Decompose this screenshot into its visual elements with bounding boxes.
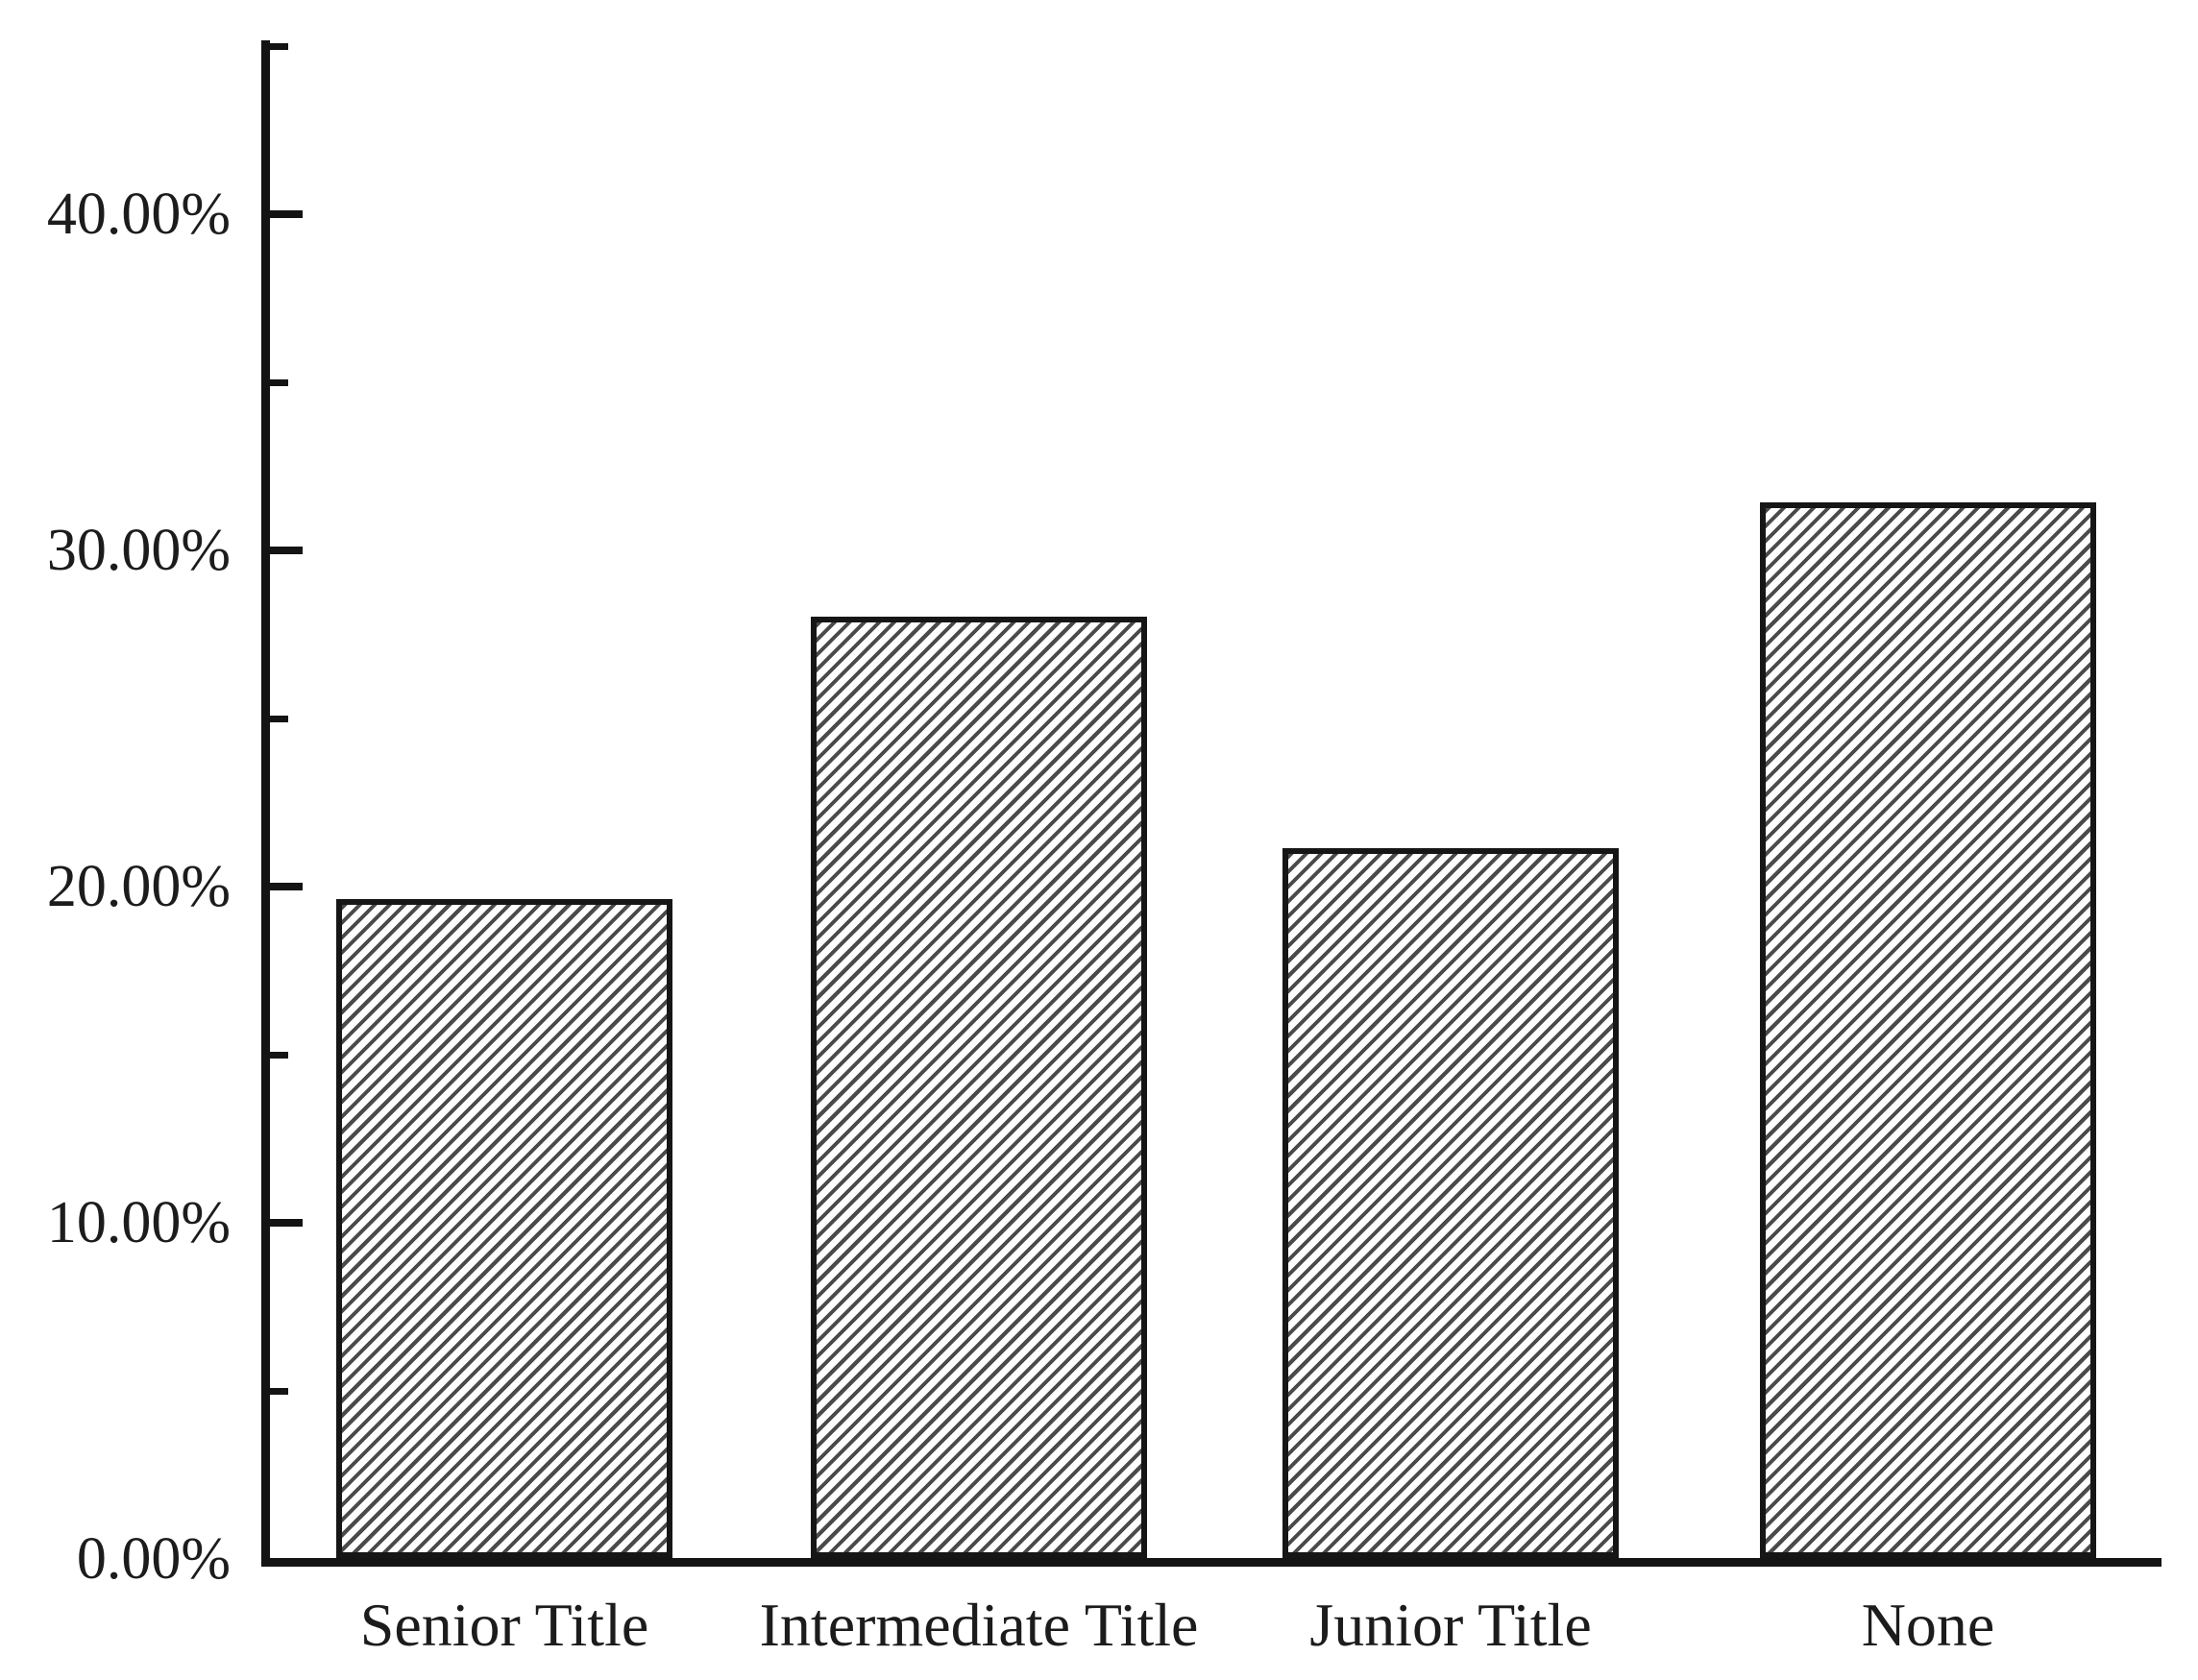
x-tick-label: Intermediate Title xyxy=(759,1591,1199,1659)
y-tick-label: 40.00% xyxy=(46,182,231,247)
bar-intermediate-title xyxy=(811,617,1147,1558)
y-tick-label: 10.00% xyxy=(46,1190,231,1255)
y-tick-label: 0.00% xyxy=(76,1526,231,1592)
y-axis-minor-tick xyxy=(270,1388,288,1395)
x-tick-label: Junior Title xyxy=(1309,1591,1592,1659)
x-axis-line xyxy=(261,1558,2161,1567)
y-axis-minor-tick xyxy=(270,43,288,50)
y-tick-label: 20.00% xyxy=(46,854,231,919)
x-tick-label: None xyxy=(1861,1591,1995,1659)
x-tick-label: Senior Title xyxy=(359,1591,649,1659)
bar-junior-title xyxy=(1282,848,1619,1558)
y-tick-label: 30.00% xyxy=(46,518,231,583)
y-axis-major-tick xyxy=(270,1219,303,1227)
y-axis-major-tick xyxy=(270,883,303,890)
bar-none xyxy=(1760,502,2096,1558)
bar-senior-title xyxy=(336,899,672,1558)
y-axis-minor-tick xyxy=(270,1052,288,1059)
y-axis-major-tick xyxy=(270,547,303,554)
y-axis-major-tick xyxy=(270,210,303,218)
y-axis-minor-tick xyxy=(270,379,288,386)
y-axis-minor-tick xyxy=(270,716,288,722)
y-axis-line xyxy=(261,40,270,1567)
